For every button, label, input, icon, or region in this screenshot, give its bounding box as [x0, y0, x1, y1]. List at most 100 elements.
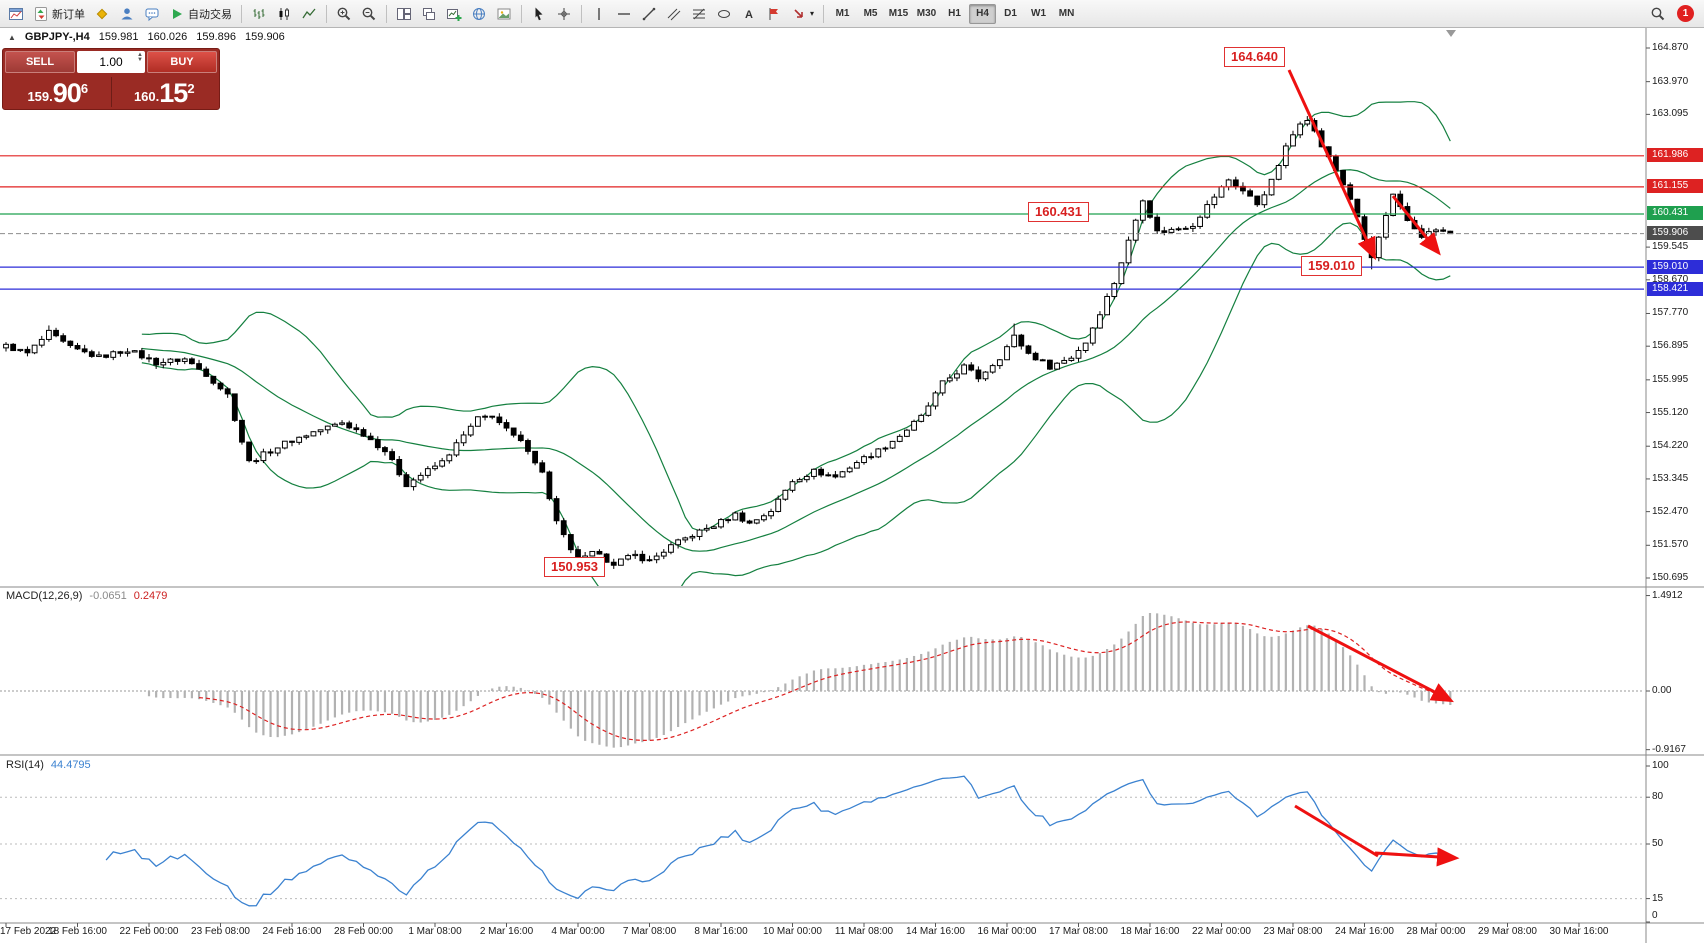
tf-H4[interactable]: H4 [969, 3, 997, 24]
tile-windows-icon[interactable] [392, 3, 416, 25]
tf-M30[interactable]: M30 [913, 4, 940, 24]
line-chart-icon[interactable] [297, 3, 321, 25]
toolbar-buttons: 新订单 自动交易 A ▾ [4, 3, 828, 25]
zoom-out-icon[interactable] [357, 3, 381, 25]
time-label-18: 23 Mar 08:00 [1263, 926, 1323, 937]
tf-MN[interactable]: MN [1053, 4, 1080, 24]
main-chart-panel[interactable] [3, 101, 1454, 618]
time-label-16: 18 Mar 16:00 [1120, 926, 1180, 937]
chart-window-icon[interactable] [4, 3, 28, 25]
autotrading-button[interactable]: 自动交易 [165, 3, 236, 25]
toolbar-separator [241, 4, 242, 23]
macd-panel[interactable] [0, 612, 1644, 748]
vline-icon[interactable] [587, 3, 611, 25]
svg-text:A: A [745, 9, 753, 21]
cursor-icon[interactable] [527, 3, 551, 25]
text-icon[interactable]: A [737, 3, 761, 25]
crosshair-icon[interactable] [552, 3, 576, 25]
price-tick-163.970: 163.970 [1652, 75, 1689, 87]
time-label-14: 16 Mar 00:00 [977, 926, 1037, 937]
price-tick-153.345: 153.345 [1652, 472, 1689, 484]
macd-tick--0.9167: -0.9167 [1652, 743, 1686, 755]
label-icon[interactable] [762, 3, 786, 25]
cascade-windows-icon[interactable] [417, 3, 441, 25]
one-click-toggle[interactable]: ▲ [8, 32, 16, 42]
zoom-in-icon[interactable] [332, 3, 356, 25]
buy-price-frac: 2 [187, 81, 195, 96]
rsi-tick-50: 50 [1652, 838, 1664, 849]
horizontal-level-lines[interactable] [0, 155, 1644, 290]
notification-badge[interactable]: 1 [1677, 5, 1694, 22]
trendline-icon[interactable] [637, 3, 661, 25]
toolbar: 新订单 自动交易 A ▾ M1 M5 M15 M30 H1 H4 D1 W1 MN 1 [0, 0, 1704, 28]
price-tick-155.995: 155.995 [1652, 373, 1689, 385]
time-label-13: 14 Mar 16:00 [906, 926, 965, 937]
rsi-decline-line [1294, 804, 1379, 858]
tf-D1[interactable]: D1 [997, 4, 1024, 24]
search-icon[interactable] [1646, 3, 1670, 25]
candle-chart-icon[interactable] [272, 3, 296, 25]
toolbar-right: 1 [1646, 3, 1700, 25]
price-tick-159.545: 159.545 [1652, 241, 1689, 253]
price-tick-154.220: 154.220 [1652, 440, 1689, 452]
rsi-flat-arrow [1374, 847, 1460, 867]
tf-M5[interactable]: M5 [857, 4, 884, 24]
navigator-icon[interactable] [467, 3, 491, 25]
fibonacci-icon[interactable] [687, 3, 711, 25]
price-annotation-160.431[interactable]: 160.431 [1028, 202, 1089, 222]
decline-arrow [1287, 69, 1376, 261]
lot-stepper[interactable]: ▲ ▼ [137, 52, 143, 63]
pullback-arrow [1391, 195, 1441, 256]
tf-M15[interactable]: M15 [885, 4, 912, 24]
toolbar-separator [326, 4, 327, 23]
price-tick-157.770: 157.770 [1652, 307, 1689, 319]
macd-signal-line [198, 621, 1451, 742]
shapes-icon[interactable] [712, 3, 736, 25]
macd-label: MACD(12,26,9) -0.0651 0.2479 [6, 590, 167, 602]
rsi-tick-80: 80 [1652, 791, 1664, 803]
time-label-4: 24 Feb 16:00 [262, 926, 322, 937]
sell-price[interactable]: 159. 90 6 [5, 80, 111, 107]
new-order-button[interactable]: 新订单 [29, 3, 89, 25]
price-tick-155.120: 155.120 [1652, 406, 1689, 418]
analysis-arrows[interactable] [1287, 69, 1460, 867]
hline-icon[interactable] [612, 3, 636, 25]
time-label-6: 1 Mar 08:00 [408, 926, 462, 937]
favorites-icon[interactable] [90, 3, 114, 25]
timeframe-buttons: M1 M5 M15 M30 H1 H4 D1 W1 MN [829, 3, 1080, 24]
symbol-label: GBPJPY-,H4 [24, 31, 90, 43]
price-annotation-164.640[interactable]: 164.640 [1224, 47, 1285, 67]
ohlc-low: 159.896 [196, 31, 237, 43]
autotrading-button-label: 自动交易 [188, 8, 232, 21]
price-annotation-150.953[interactable]: 150.953 [544, 557, 605, 577]
sell-button[interactable]: SELL [5, 51, 75, 73]
buy-price[interactable]: 160. 15 2 [112, 78, 218, 108]
buy-button[interactable]: BUY [147, 51, 217, 73]
sell-price-frac: 6 [80, 81, 89, 96]
time-label-12: 11 Mar 08:00 [834, 926, 894, 937]
arrows-icon[interactable]: ▾ [787, 3, 818, 25]
buy-price-pips: 15 [159, 78, 188, 108]
price-annotation-159.010[interactable]: 159.010 [1301, 256, 1362, 276]
bar-chart-icon[interactable] [247, 3, 271, 25]
market-watch-icon[interactable] [115, 3, 139, 25]
bollinger-upper-band [141, 101, 1451, 532]
time-label-20: 28 Mar 00:00 [1406, 926, 1466, 937]
chart-shift-marker[interactable] [1446, 30, 1456, 37]
toolbar-separator [521, 4, 522, 23]
tf-H1[interactable]: H1 [941, 4, 968, 24]
channel-icon[interactable] [662, 3, 686, 25]
lot-size-input[interactable]: 1.00 ▲ ▼ [77, 51, 145, 73]
toolbar-separator [386, 4, 387, 23]
tf-W1[interactable]: W1 [1025, 4, 1052, 24]
rsi-panel[interactable] [0, 775, 1644, 907]
new-chart-icon[interactable] [442, 3, 466, 25]
screenshot-icon[interactable] [492, 3, 516, 25]
terminal-icon[interactable] [140, 3, 164, 25]
time-label-10: 8 Mar 16:00 [694, 926, 748, 937]
tf-M1[interactable]: M1 [829, 4, 856, 24]
price-badge-159.010: 159.010 [1647, 259, 1703, 274]
rsi-tick-15: 15 [1652, 892, 1664, 904]
rsi-label: RSI(14) 44.4795 [6, 759, 91, 771]
